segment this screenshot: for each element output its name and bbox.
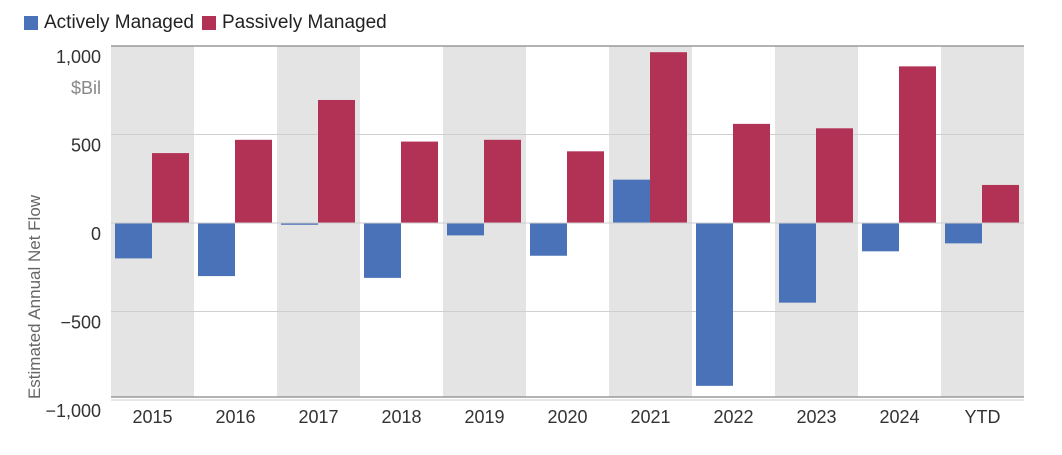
- bar-passive-2023: [816, 128, 853, 223]
- bar-active-2022: [696, 223, 733, 386]
- y-tick-label: −1,000: [45, 401, 101, 421]
- bar-active-2019: [447, 223, 484, 236]
- bar-active-2024: [862, 223, 899, 252]
- bar-passive-2018: [401, 141, 438, 223]
- bar-passive-2015: [152, 153, 189, 223]
- legend-label-passively-managed: Passively Managed: [221, 12, 387, 33]
- bar-passive-2017: [318, 99, 355, 223]
- legend-swatch-passively-managed: [201, 16, 216, 30]
- legend-swatch-actively-managed: [24, 16, 38, 30]
- bar-active-2015: [115, 223, 152, 259]
- y-tick-label: 0: [91, 224, 101, 244]
- bar-active-2018: [364, 223, 401, 278]
- legend-item-passively-managed[interactable]: Passively Managed: [201, 12, 387, 34]
- bar-passive-2020: [567, 151, 604, 223]
- bar-active-2021: [613, 179, 650, 223]
- bars: [115, 52, 1019, 386]
- x-tick-label: 2023: [796, 407, 836, 427]
- x-tick-label: 2019: [464, 407, 504, 427]
- zero-baseline: [111, 222, 1024, 398]
- x-tick-label: 2015: [132, 407, 172, 427]
- bar-passive-YTD: [982, 184, 1019, 223]
- bar-active-YTD: [945, 223, 982, 244]
- bar-passive-2022: [733, 123, 770, 223]
- y-axis-title: Estimated Annual Net Flow: [25, 194, 44, 399]
- x-tick-label: YTD: [965, 407, 1001, 427]
- legend-label-actively-managed: Actively Managed: [44, 12, 194, 33]
- x-tick-label: 2020: [547, 407, 587, 427]
- bar-active-2016: [198, 223, 235, 277]
- y-axis-unit: $Bil: [71, 78, 101, 98]
- x-axis-labels: 2015 2016 2017 2018 2019 2020 2021 2022 2023 2024…: [132, 407, 1000, 427]
- y-tick-label: 1,000: [56, 47, 101, 67]
- bar-active-2017: [281, 223, 318, 225]
- bar-active-2020: [530, 223, 567, 256]
- x-tick-label: 2016: [215, 407, 255, 427]
- legend-item-actively-managed[interactable]: Actively Managed: [24, 12, 194, 34]
- y-axis-labels: 1,000 500 0 −500 −1,000: [45, 47, 101, 421]
- x-tick-label: 2018: [381, 407, 421, 427]
- legend: Actively Managed Passively Managed: [24, 12, 395, 34]
- bar-passive-2016: [235, 139, 272, 223]
- bar-passive-2024: [899, 66, 936, 223]
- y-tick-label: −500: [60, 313, 101, 333]
- y-tick-label: 500: [71, 136, 101, 156]
- bar-active-2023: [779, 223, 816, 303]
- x-tick-label: 2021: [630, 407, 670, 427]
- gridlines: [111, 45, 1024, 401]
- bar-passive-2019: [484, 139, 521, 223]
- bar-passive-2021: [650, 52, 687, 223]
- x-tick-label: 2022: [713, 407, 753, 427]
- x-tick-label: 2017: [298, 407, 338, 427]
- x-tick-label: 2024: [879, 407, 919, 427]
